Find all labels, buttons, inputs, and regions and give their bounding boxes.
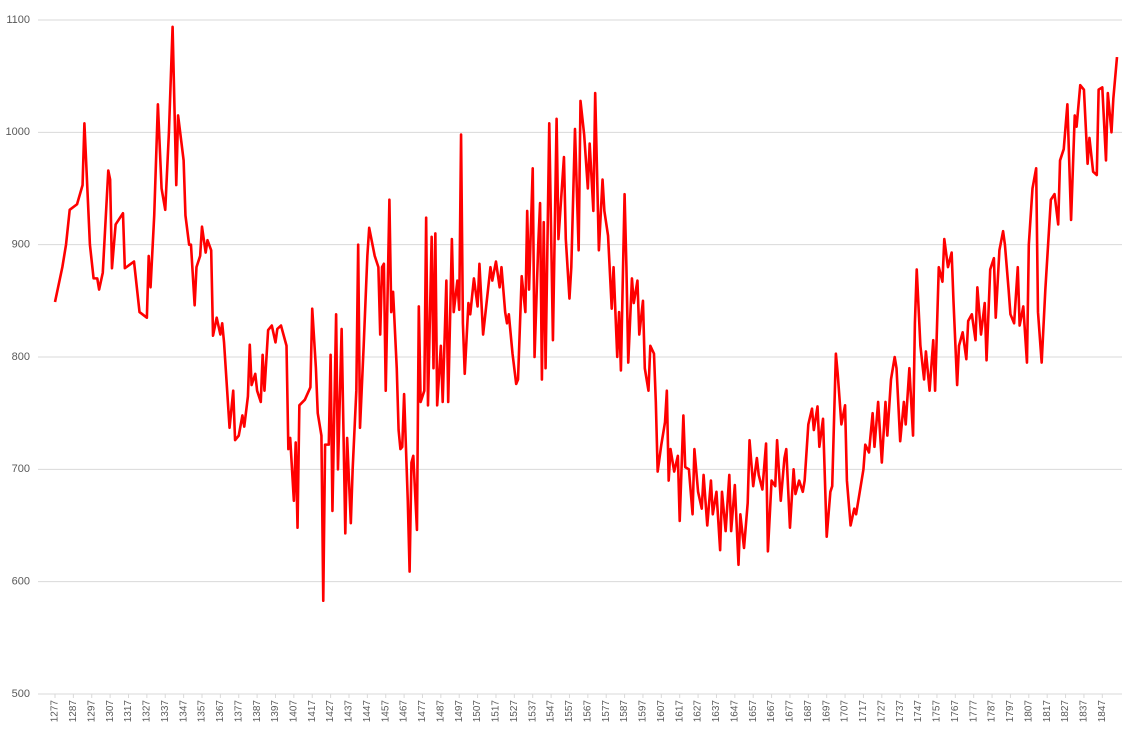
x-tick-label: 1827 <box>1060 700 1071 723</box>
y-tick-label: 900 <box>12 239 30 251</box>
x-tick-label: 1607 <box>656 700 667 723</box>
data-line <box>53 25 1119 603</box>
x-tick-label: 1667 <box>766 700 777 723</box>
x-tick-label: 1287 <box>68 700 79 723</box>
y-tick-label: 600 <box>12 576 30 588</box>
x-tick-label: 1497 <box>454 700 465 723</box>
x-tick-label: 1297 <box>86 700 97 723</box>
x-tick-label: 1457 <box>380 700 391 723</box>
x-tick-label: 1467 <box>399 700 410 723</box>
y-tick-label: 800 <box>12 351 30 363</box>
x-tick-label: 1327 <box>142 700 153 723</box>
x-tick-label: 1477 <box>417 700 428 723</box>
x-tick-label: 1597 <box>638 700 649 723</box>
x-tick-label: 1727 <box>876 700 887 723</box>
x-tick-label: 1567 <box>582 700 593 723</box>
x-tick-label: 1407 <box>288 700 299 723</box>
x-tick-label: 1557 <box>564 700 575 723</box>
x-tick-label: 1387 <box>252 700 263 723</box>
x-tick-label: 1347 <box>178 700 189 723</box>
x-tick-label: 1737 <box>895 700 906 723</box>
x-tick-label: 1767 <box>950 700 961 723</box>
x-tick-label: 1627 <box>693 700 704 723</box>
x-tick-label: 1487 <box>435 700 446 723</box>
x-tick-label: 1747 <box>913 700 924 723</box>
x-tick-label: 1317 <box>123 700 134 723</box>
x-tick-label: 1587 <box>619 700 630 723</box>
x-tick-label: 1637 <box>711 700 722 723</box>
x-tick-label: 1437 <box>344 700 355 723</box>
y-tick-label: 1100 <box>6 14 30 26</box>
x-tick-label: 1777 <box>968 700 979 723</box>
x-tick-label: 1757 <box>932 700 943 723</box>
x-tick-label: 1707 <box>840 700 851 723</box>
x-tick-label: 1647 <box>729 700 740 723</box>
x-tick-label: 1447 <box>362 700 373 723</box>
x-tick-label: 1507 <box>472 700 483 723</box>
x-tick-label: 1787 <box>987 700 998 723</box>
x-tick-label: 1817 <box>1042 700 1053 723</box>
x-tick-label: 1617 <box>674 700 685 723</box>
x-tick-label: 1357 <box>197 700 208 723</box>
x-tick-label: 1397 <box>270 700 281 723</box>
y-tick-label: 1000 <box>6 126 30 138</box>
x-tick-label: 1657 <box>748 700 759 723</box>
x-tick-label: 1377 <box>233 700 244 723</box>
x-tick-label: 1537 <box>527 700 538 723</box>
x-tick-label: 1277 <box>50 700 61 723</box>
x-tick-label: 1307 <box>105 700 116 723</box>
x-tick-label: 1847 <box>1097 700 1108 723</box>
x-tick-label: 1837 <box>1079 700 1090 723</box>
x-tick-label: 1577 <box>601 700 612 723</box>
x-tick-label: 1527 <box>509 700 520 723</box>
x-tick-label: 1687 <box>803 700 814 723</box>
x-tick-label: 1797 <box>1005 700 1016 723</box>
x-tick-label: 1337 <box>160 700 171 723</box>
x-tick-label: 1547 <box>546 700 557 723</box>
y-tick-label: 500 <box>12 688 30 700</box>
x-tick-label: 1427 <box>325 700 336 723</box>
x-tick-label: 1697 <box>821 700 832 723</box>
x-tick-label: 1517 <box>491 700 502 723</box>
x-tick-label: 1677 <box>785 700 796 723</box>
y-tick-label: 700 <box>12 463 30 475</box>
x-tick-label: 1367 <box>215 700 226 723</box>
x-tick-label: 1417 <box>307 700 318 723</box>
x-tick-label: 1717 <box>858 700 869 723</box>
x-tick-label: 1807 <box>1023 700 1034 723</box>
